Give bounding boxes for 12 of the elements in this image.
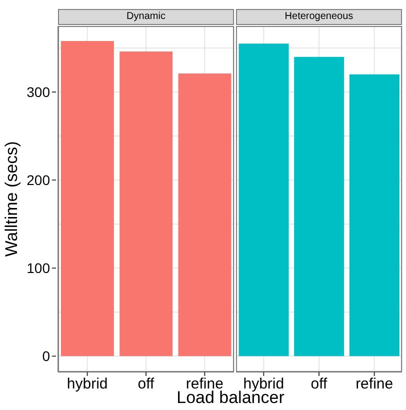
y-tick-label: 0 xyxy=(42,348,50,364)
x-tick-label: off xyxy=(310,376,328,393)
chart-title: Heterogeneous xyxy=(236,9,402,25)
x-tick-label: off xyxy=(138,376,156,393)
x-tick-label: hybrid xyxy=(243,376,284,393)
chart-title: Dynamic xyxy=(58,9,234,25)
y-tick-label: 100 xyxy=(26,260,50,276)
y-axis-title: Walltime (secs) xyxy=(2,141,22,257)
x-tick-label: refine xyxy=(356,376,394,393)
y-tick-label: 300 xyxy=(26,84,50,100)
y-tick-label: 200 xyxy=(26,172,50,188)
x-tick-label: hybrid xyxy=(66,376,108,393)
